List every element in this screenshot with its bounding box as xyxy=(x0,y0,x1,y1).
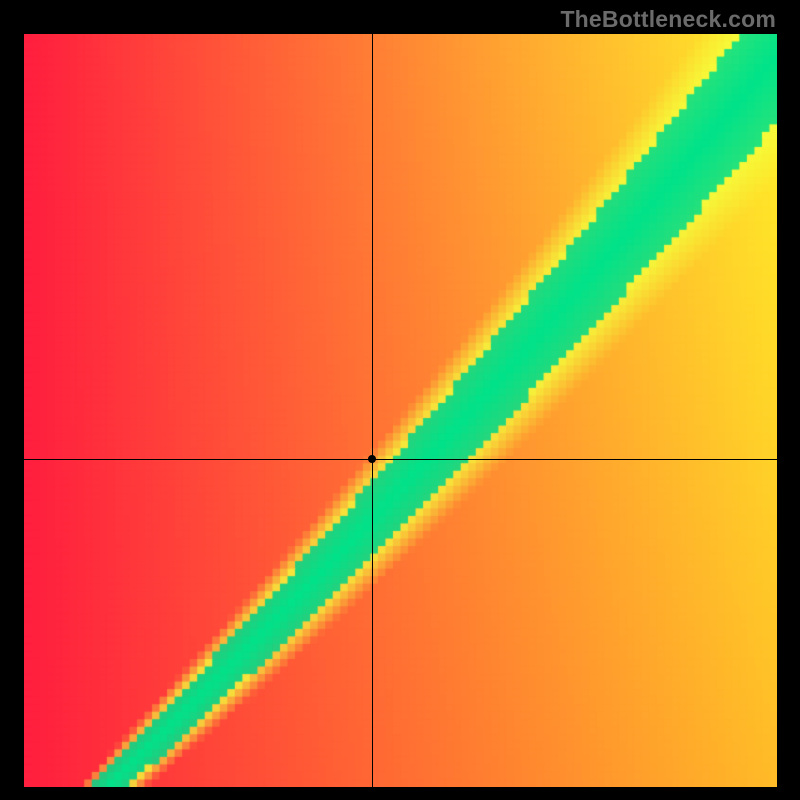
crosshair-vertical xyxy=(372,34,373,787)
watermark-text: TheBottleneck.com xyxy=(560,6,776,33)
chart-root: TheBottleneck.com xyxy=(0,0,800,800)
data-point xyxy=(368,455,376,463)
crosshair-horizontal xyxy=(24,459,777,460)
bottleneck-heatmap xyxy=(24,34,777,787)
